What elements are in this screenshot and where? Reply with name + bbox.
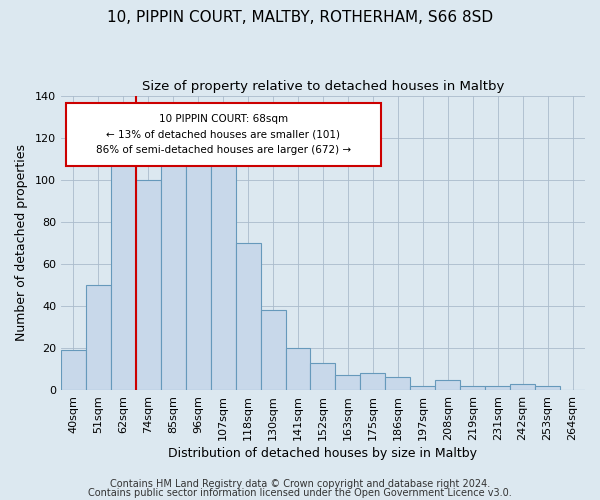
Text: Contains HM Land Registry data © Crown copyright and database right 2024.: Contains HM Land Registry data © Crown c… bbox=[110, 479, 490, 489]
Bar bbox=[510, 384, 535, 390]
Bar bbox=[161, 163, 186, 390]
Bar bbox=[310, 362, 335, 390]
Bar bbox=[111, 142, 136, 390]
Bar bbox=[286, 348, 310, 390]
Bar bbox=[260, 310, 286, 390]
Bar bbox=[485, 386, 510, 390]
X-axis label: Distribution of detached houses by size in Maltby: Distribution of detached houses by size … bbox=[169, 447, 478, 460]
Bar bbox=[186, 158, 211, 390]
Bar bbox=[410, 386, 435, 390]
Bar bbox=[136, 180, 161, 390]
Text: 10, PIPPIN COURT, MALTBY, ROTHERHAM, S66 8SD: 10, PIPPIN COURT, MALTBY, ROTHERHAM, S66… bbox=[107, 10, 493, 25]
Bar bbox=[361, 373, 385, 390]
Bar bbox=[86, 285, 111, 390]
Title: Size of property relative to detached houses in Maltby: Size of property relative to detached ho… bbox=[142, 80, 504, 93]
Text: 10 PIPPIN COURT: 68sqm
← 13% of detached houses are smaller (101)
86% of semi-de: 10 PIPPIN COURT: 68sqm ← 13% of detached… bbox=[96, 114, 351, 155]
Bar bbox=[236, 243, 260, 390]
FancyBboxPatch shape bbox=[66, 103, 380, 166]
Y-axis label: Number of detached properties: Number of detached properties bbox=[15, 144, 28, 342]
Bar bbox=[435, 380, 460, 390]
Bar bbox=[385, 378, 410, 390]
Bar bbox=[335, 376, 361, 390]
Bar bbox=[535, 386, 560, 390]
Bar bbox=[61, 350, 86, 390]
Text: Contains public sector information licensed under the Open Government Licence v3: Contains public sector information licen… bbox=[88, 488, 512, 498]
Bar bbox=[460, 386, 485, 390]
Bar bbox=[211, 152, 236, 390]
